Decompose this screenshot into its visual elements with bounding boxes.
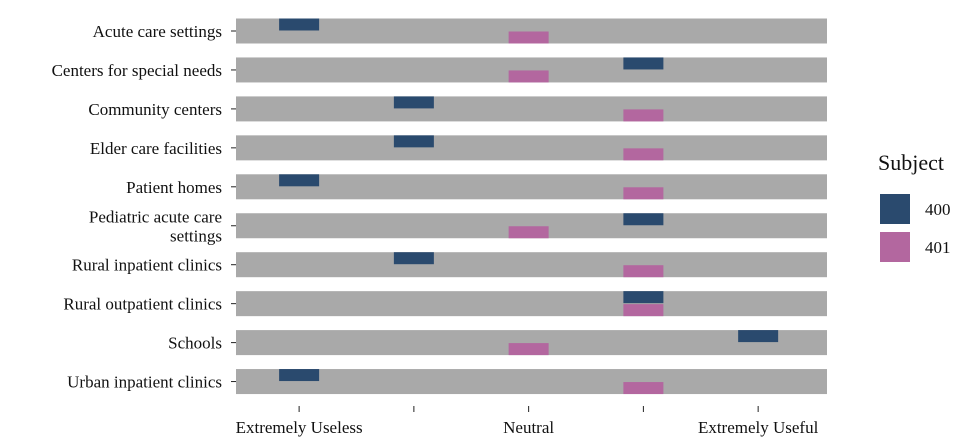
x-axis: Extremely Useless Neutral Extremely Useful bbox=[236, 406, 819, 437]
data-mark-400 bbox=[623, 213, 664, 226]
data-mark-400 bbox=[393, 252, 434, 265]
y-tick-label: Elder care facilities bbox=[90, 139, 222, 158]
row-band bbox=[236, 135, 827, 161]
data-mark-400 bbox=[623, 57, 664, 70]
data-mark-400 bbox=[279, 174, 320, 187]
row-band bbox=[236, 96, 827, 122]
data-mark-401 bbox=[623, 148, 664, 161]
legend-title: Subject bbox=[878, 150, 944, 175]
row-band bbox=[236, 252, 827, 278]
legend-label: 400 bbox=[925, 200, 951, 219]
data-mark-401 bbox=[623, 187, 664, 200]
row-band bbox=[236, 369, 827, 395]
data-mark-401 bbox=[623, 382, 664, 395]
legend-swatch bbox=[880, 232, 910, 262]
data-mark-400 bbox=[623, 291, 664, 304]
y-tick-label: settings bbox=[170, 226, 222, 245]
y-tick-label: Rural inpatient clinics bbox=[72, 256, 222, 275]
data-mark-400 bbox=[393, 96, 434, 109]
y-tick-label: Pediatric acute care bbox=[89, 207, 222, 226]
data-mark-400 bbox=[279, 18, 320, 31]
row-band bbox=[236, 291, 827, 317]
x-tick-label: Extremely Useful bbox=[698, 418, 819, 437]
legend-swatch bbox=[880, 194, 910, 224]
data-mark-401 bbox=[508, 226, 549, 239]
y-tick-label: Patient homes bbox=[126, 178, 222, 197]
data-mark-401 bbox=[623, 109, 664, 122]
y-tick-label: Acute care settings bbox=[93, 22, 222, 41]
data-mark-400 bbox=[279, 369, 320, 382]
data-mark-401 bbox=[508, 343, 549, 356]
y-tick-label: Centers for special needs bbox=[52, 61, 222, 80]
data-marks bbox=[279, 18, 779, 395]
row-bands bbox=[236, 18, 827, 395]
x-tick-label: Neutral bbox=[503, 418, 554, 437]
legend-label: 401 bbox=[925, 238, 951, 257]
y-tick-label: Urban inpatient clinics bbox=[67, 373, 222, 392]
data-mark-400 bbox=[393, 135, 434, 148]
y-tick-label: Community centers bbox=[88, 100, 222, 119]
legend: Subject 400 401 bbox=[878, 150, 951, 262]
y-tick-label: Rural outpatient clinics bbox=[63, 295, 222, 314]
data-mark-401 bbox=[508, 31, 549, 44]
y-tick-label: Schools bbox=[168, 334, 222, 353]
data-mark-401 bbox=[623, 304, 664, 317]
x-tick-label: Extremely Useless bbox=[236, 418, 363, 437]
data-mark-400 bbox=[738, 330, 779, 343]
data-mark-401 bbox=[508, 70, 549, 83]
data-mark-401 bbox=[623, 265, 664, 278]
row-band bbox=[236, 174, 827, 200]
y-axis: Acute care settings Centers for special n… bbox=[52, 22, 236, 392]
